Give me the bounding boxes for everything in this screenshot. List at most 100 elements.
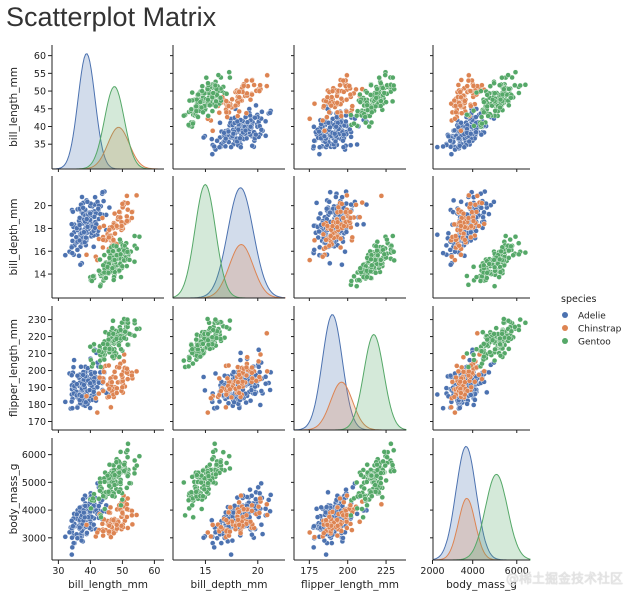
point-gentoo bbox=[136, 453, 143, 459]
point-adelie bbox=[472, 397, 478, 403]
point-gentoo bbox=[481, 353, 487, 360]
x-tick-label: 175 bbox=[300, 566, 318, 577]
point-chinstrap bbox=[334, 532, 341, 539]
point-adelie bbox=[317, 144, 323, 150]
point-gentoo bbox=[103, 275, 109, 281]
point-chinstrap bbox=[205, 529, 211, 536]
point-gentoo bbox=[491, 264, 498, 270]
point-adelie bbox=[84, 199, 91, 205]
point-gentoo bbox=[354, 108, 361, 114]
point-chinstrap bbox=[107, 504, 114, 511]
point-gentoo bbox=[188, 106, 195, 113]
point-gentoo bbox=[497, 256, 503, 263]
x-tick-label: 40 bbox=[84, 566, 96, 577]
y-tick-label: 200 bbox=[28, 366, 46, 377]
point-gentoo bbox=[207, 462, 213, 468]
point-chinstrap bbox=[476, 223, 482, 229]
point-chinstrap bbox=[326, 242, 332, 249]
point-gentoo bbox=[516, 90, 522, 96]
point-gentoo bbox=[388, 441, 394, 447]
point-chinstrap bbox=[100, 379, 106, 385]
point-gentoo bbox=[499, 91, 506, 98]
point-gentoo bbox=[378, 475, 384, 481]
point-chinstrap bbox=[111, 530, 117, 536]
point-gentoo bbox=[479, 120, 485, 127]
point-chinstrap bbox=[465, 77, 472, 84]
point-gentoo bbox=[113, 459, 120, 465]
x-axis-label: bill_depth_mm bbox=[191, 579, 268, 591]
point-chinstrap bbox=[311, 100, 318, 107]
point-adelie bbox=[325, 120, 332, 126]
point-chinstrap bbox=[328, 102, 334, 109]
point-chinstrap bbox=[453, 374, 459, 381]
point-chinstrap bbox=[249, 91, 255, 98]
point-gentoo bbox=[117, 327, 124, 333]
point-chinstrap bbox=[243, 110, 250, 116]
point-adelie bbox=[230, 369, 237, 375]
point-chinstrap bbox=[334, 109, 341, 116]
point-gentoo bbox=[384, 454, 390, 460]
point-adelie bbox=[257, 490, 263, 496]
point-gentoo bbox=[124, 485, 130, 491]
point-adelie bbox=[209, 151, 216, 157]
point-adelie bbox=[216, 398, 223, 405]
point-chinstrap bbox=[218, 524, 224, 530]
point-gentoo bbox=[491, 283, 498, 289]
point-gentoo bbox=[205, 473, 212, 479]
point-adelie bbox=[84, 224, 91, 230]
point-gentoo bbox=[124, 342, 131, 348]
y-tick-label: 45 bbox=[34, 104, 46, 115]
point-adelie bbox=[228, 144, 234, 150]
point-gentoo bbox=[117, 449, 124, 455]
point-adelie bbox=[83, 216, 90, 222]
point-chinstrap bbox=[100, 244, 106, 251]
point-gentoo bbox=[189, 502, 195, 508]
point-chinstrap bbox=[109, 379, 115, 385]
point-chinstrap bbox=[249, 370, 255, 376]
point-adelie bbox=[325, 489, 331, 495]
point-gentoo bbox=[516, 251, 522, 258]
point-adelie bbox=[257, 402, 263, 408]
panel-bill_depth_mm-vs-bill_length_mm bbox=[51, 176, 164, 299]
point-chinstrap bbox=[117, 214, 124, 221]
x-tick-label: 20 bbox=[252, 566, 264, 577]
point-gentoo bbox=[464, 273, 470, 279]
x-tick-label: 4000 bbox=[461, 566, 485, 577]
x-axis-label: flipper_length_mm bbox=[301, 579, 399, 591]
point-chinstrap bbox=[243, 512, 250, 518]
point-gentoo bbox=[492, 346, 498, 353]
point-gentoo bbox=[211, 441, 218, 447]
point-chinstrap bbox=[108, 404, 114, 410]
point-chinstrap bbox=[451, 394, 457, 400]
point-chinstrap bbox=[264, 72, 270, 79]
point-adelie bbox=[217, 120, 223, 126]
point-adelie bbox=[71, 357, 77, 363]
point-adelie bbox=[311, 124, 317, 130]
point-chinstrap bbox=[236, 94, 242, 101]
point-chinstrap bbox=[236, 372, 242, 378]
point-chinstrap bbox=[113, 522, 120, 528]
point-chinstrap bbox=[338, 528, 345, 534]
point-gentoo bbox=[89, 278, 95, 284]
point-chinstrap bbox=[307, 116, 313, 122]
x-tick-label: 30 bbox=[52, 566, 64, 577]
point-adelie bbox=[80, 496, 86, 502]
point-adelie bbox=[84, 530, 90, 536]
point-gentoo bbox=[217, 95, 224, 101]
point-gentoo bbox=[119, 496, 126, 503]
point-gentoo bbox=[101, 506, 108, 512]
point-chinstrap bbox=[378, 501, 385, 507]
point-chinstrap bbox=[96, 374, 103, 381]
point-adelie bbox=[262, 506, 269, 512]
point-gentoo bbox=[470, 264, 477, 270]
point-adelie bbox=[456, 135, 462, 142]
point-chinstrap bbox=[235, 379, 241, 385]
panel-body_mass_g-vs-flipper_length_mm bbox=[293, 438, 406, 561]
point-chinstrap bbox=[113, 223, 120, 229]
point-gentoo bbox=[491, 257, 497, 263]
point-adelie bbox=[80, 205, 86, 211]
y-axis-label: bill_length_mm bbox=[8, 67, 20, 147]
point-adelie bbox=[262, 118, 269, 125]
point-chinstrap bbox=[320, 117, 326, 124]
point-gentoo bbox=[215, 72, 222, 78]
